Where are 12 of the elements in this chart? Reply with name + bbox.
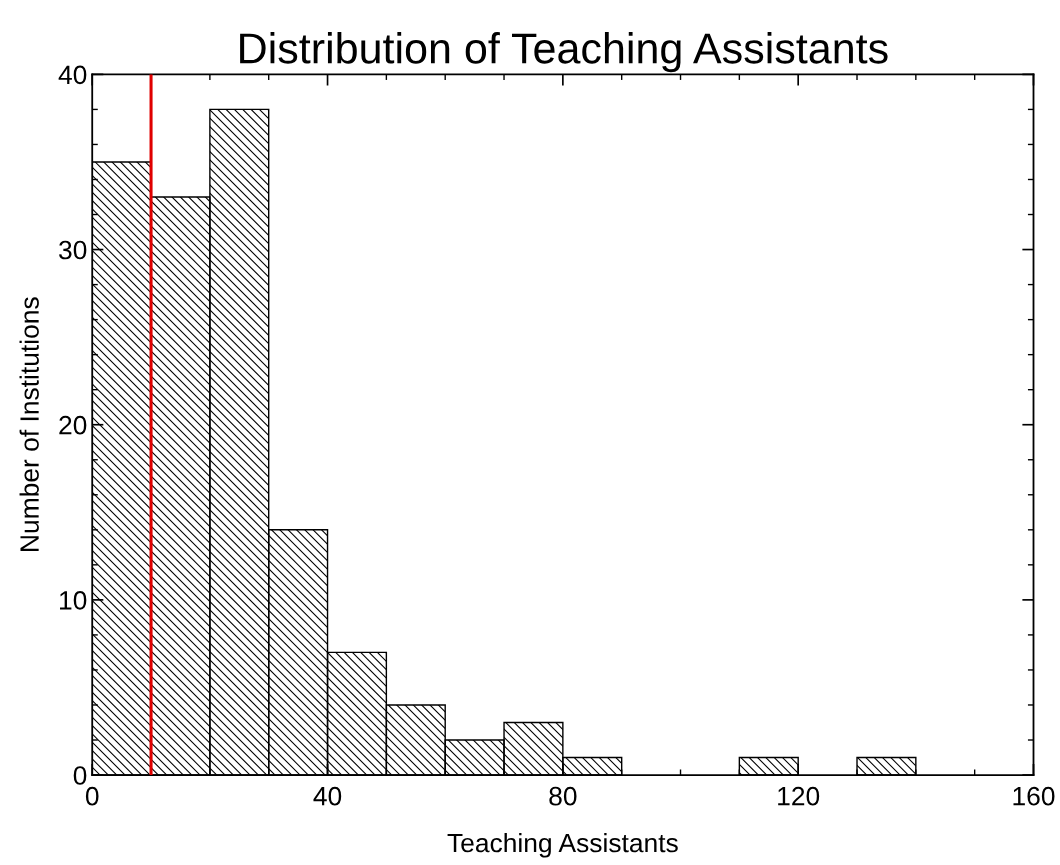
x-tick-label: 160 [1013,786,1055,806]
y-tick-label: 0 [73,766,87,785]
y-tick-label: 10 [60,591,87,610]
x-tick-label: 120 [778,786,820,806]
x-tick-label: 40 [313,786,342,806]
x-tick-label: 80 [549,786,577,806]
x-axis-title: Teaching Assistants [447,832,678,858]
y-axis-title: Number of Institutions [19,297,39,551]
y-tick-label: 40 [58,65,87,85]
chart-title: Distribution of Teaching Assistants [240,32,888,73]
y-tick-label: 30 [59,240,87,260]
y-tick-label: 20 [59,415,87,435]
